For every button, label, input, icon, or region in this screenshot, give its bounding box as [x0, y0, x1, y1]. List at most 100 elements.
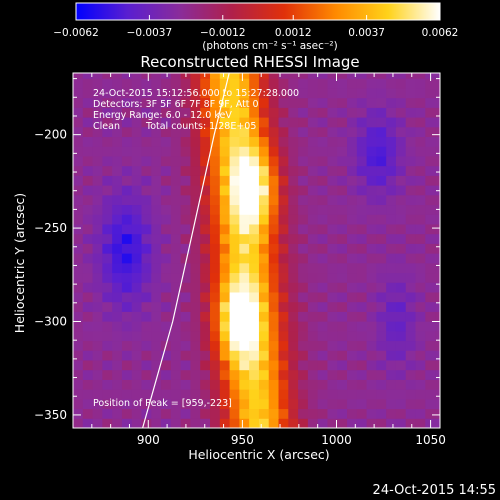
heatmap-cell — [141, 389, 152, 400]
heatmap-cell — [190, 117, 201, 128]
heatmap-cell — [405, 73, 417, 79]
heatmap-cell — [141, 73, 152, 79]
heatmap-cell — [307, 262, 319, 274]
heatmap-cell — [258, 214, 270, 225]
heatmap-cell — [249, 73, 260, 79]
heatmap-cell — [112, 185, 123, 196]
heatmap-cell — [249, 389, 260, 400]
heatmap-cell — [435, 107, 440, 118]
heatmap-cell — [356, 350, 368, 361]
heatmap-cell — [102, 223, 113, 235]
heatmap-cell — [200, 408, 211, 419]
heatmap-cell — [219, 311, 231, 322]
heatmap-cell — [131, 272, 143, 283]
heatmap-cell — [92, 97, 103, 108]
heatmap-cell — [405, 398, 417, 410]
heatmap-cell — [268, 359, 280, 371]
heatmap-cell — [151, 398, 162, 410]
heatmap-cell — [278, 204, 289, 215]
heatmap-cell — [288, 291, 299, 303]
heatmap-cell — [180, 321, 191, 332]
heatmap-cell — [327, 78, 338, 89]
heatmap-cell — [112, 223, 123, 235]
heatmap-cell — [131, 73, 143, 79]
heatmap-cell — [337, 272, 348, 283]
heatmap-cell — [307, 389, 319, 400]
heatmap-cell — [435, 78, 440, 89]
heatmap-cell — [229, 350, 240, 361]
heatmap-cell — [356, 233, 368, 244]
heatmap-cell — [161, 350, 172, 361]
heatmap-cell — [180, 301, 191, 312]
heatmap-cell — [435, 223, 440, 235]
heatmap-cell — [239, 408, 250, 419]
heatmap-cell — [190, 321, 201, 332]
heatmap-cell — [395, 282, 407, 293]
heatmap-cell — [141, 146, 152, 157]
heatmap-cell — [268, 291, 280, 303]
heatmap-cell — [210, 185, 221, 196]
heatmap-cell — [239, 204, 250, 215]
heatmap-cell — [347, 262, 358, 274]
heatmap-cell — [141, 253, 152, 264]
heatmap-cell — [121, 321, 133, 332]
heatmap-cell — [415, 204, 426, 215]
heatmap-cell — [112, 146, 123, 157]
heatmap-cell — [425, 87, 436, 99]
heatmap-cell — [170, 389, 182, 400]
heatmap-cell — [288, 301, 299, 312]
heatmap-cell — [180, 87, 191, 99]
heatmap-cell — [229, 78, 240, 89]
heatmap-cell — [327, 175, 338, 186]
heatmap-cell — [435, 155, 440, 167]
heatmap-cell — [219, 253, 231, 264]
heatmap-cell — [190, 311, 201, 322]
heatmap-cell — [170, 321, 182, 332]
heatmap-cell — [112, 136, 123, 147]
heatmap-cell — [121, 78, 133, 89]
heatmap-cell — [239, 389, 250, 400]
heatmap-cell — [249, 330, 260, 342]
heatmap-cell — [112, 214, 123, 225]
heatmap-cell — [298, 369, 309, 380]
heatmap-cell — [337, 253, 348, 264]
heatmap-cell — [170, 185, 182, 196]
heatmap-cell — [327, 311, 338, 322]
heatmap-cell — [141, 87, 152, 99]
heatmap-cell — [170, 214, 182, 225]
heatmap-cell — [278, 214, 289, 225]
heatmap-cell — [151, 185, 162, 196]
heatmap-cell — [170, 73, 182, 79]
heatmap-cell — [180, 243, 191, 254]
heatmap-cell — [151, 359, 162, 371]
heatmap-cell — [249, 340, 260, 351]
heatmap-cell — [405, 311, 417, 322]
heatmap-cell — [151, 291, 162, 303]
heatmap-cell — [386, 87, 397, 99]
heatmap-cell — [200, 350, 211, 361]
heatmap-cell — [73, 389, 84, 400]
heatmap-cell — [307, 107, 319, 118]
heatmap-cell — [180, 389, 191, 400]
heatmap-cell — [161, 398, 172, 410]
heatmap-cell — [288, 262, 299, 274]
heatmap-cell — [170, 418, 182, 428]
heatmap-cell — [435, 389, 440, 400]
heatmap-cell — [73, 117, 84, 128]
heatmap-cell — [376, 369, 387, 380]
heatmap-cell — [258, 136, 270, 147]
heatmap-cell — [131, 126, 143, 138]
heatmap-cell — [337, 204, 348, 215]
heatmap-cell — [82, 321, 94, 332]
heatmap-cell — [151, 330, 162, 342]
heatmap-cell — [170, 136, 182, 147]
heatmap-cell — [425, 243, 436, 254]
heatmap-cell — [258, 408, 270, 419]
heatmap-cell — [190, 369, 201, 380]
heatmap-cell — [425, 311, 436, 322]
heatmap-cell — [298, 73, 309, 79]
heatmap-cell — [337, 107, 348, 118]
heatmap-cell — [170, 398, 182, 410]
heatmap-cell — [141, 136, 152, 147]
heatmap-cell — [337, 369, 348, 380]
